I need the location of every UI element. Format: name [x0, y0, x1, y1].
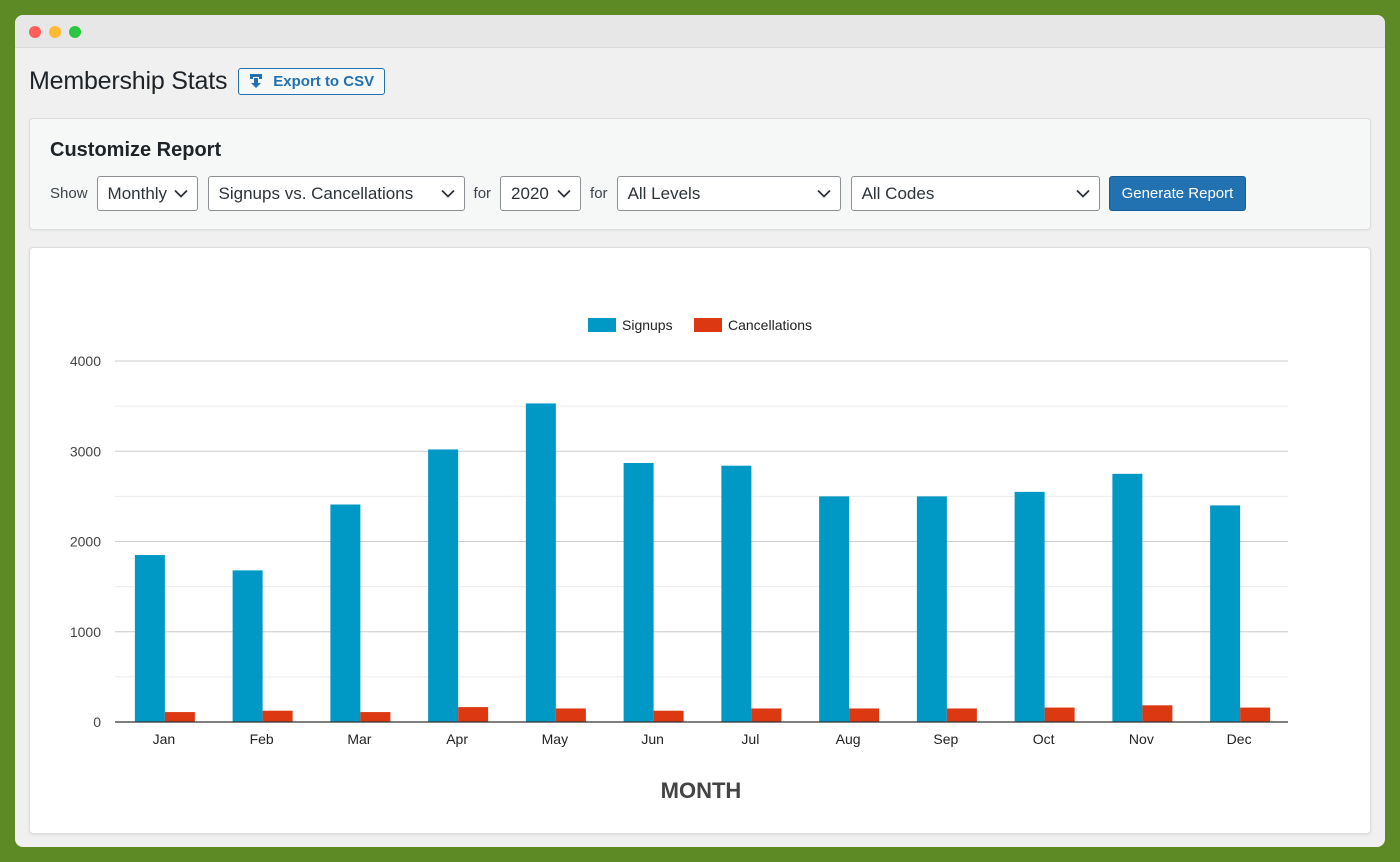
page-title: Membership Stats: [29, 66, 228, 95]
bar-signups: [428, 449, 459, 722]
report-type-select[interactable]: Signups vs. Cancellations: [207, 176, 465, 211]
legend-swatch-cancellations: [694, 318, 722, 332]
close-window-button[interactable]: [29, 26, 41, 38]
period-select[interactable]: Monthly: [96, 176, 198, 211]
y-tick-label: 3000: [70, 443, 101, 459]
zoom-window-button[interactable]: [69, 26, 81, 38]
bar-signups: [1112, 473, 1143, 722]
window-titlebar: [15, 15, 1385, 48]
bar-signups: [330, 504, 361, 722]
level-select[interactable]: All Levels: [616, 176, 841, 211]
x-tick-label: May: [542, 731, 568, 747]
x-tick-label: Nov: [1129, 731, 1154, 747]
year-select-value: 2020: [511, 183, 549, 203]
bar-signups: [134, 555, 165, 722]
app-window: Membership Stats Export to CSV Customize…: [15, 15, 1385, 847]
x-tick-label: Sep: [933, 731, 958, 747]
bar-cancellations: [360, 712, 391, 722]
y-tick-label: 2000: [70, 534, 101, 550]
generate-report-button[interactable]: Generate Report: [1108, 176, 1247, 211]
page-header: Membership Stats Export to CSV: [29, 65, 386, 97]
bar-cancellations: [555, 708, 586, 722]
chevron-down-icon: [440, 189, 455, 198]
report-controls: Show Monthly Signups vs. Cancellations f…: [50, 176, 1247, 211]
bar-signups: [1210, 505, 1241, 722]
x-axis-title: MONTH: [661, 778, 742, 803]
for-label: for: [473, 185, 492, 202]
bar-signups: [1014, 491, 1045, 722]
legend-label-cancellations: Cancellations: [728, 317, 812, 333]
for-label: for: [590, 185, 608, 202]
bar-cancellations: [849, 708, 880, 722]
level-select-value: All Levels: [627, 183, 701, 203]
bar-signups: [232, 570, 263, 722]
discount-code-select-value: All Codes: [861, 183, 935, 203]
download-icon: [250, 74, 263, 88]
x-tick-label: Oct: [1033, 731, 1055, 747]
bar-cancellations: [751, 708, 782, 722]
bar-cancellations: [1044, 707, 1075, 722]
x-tick-label: Jun: [641, 731, 664, 747]
bar-cancellations: [164, 712, 195, 722]
chart-card: 0 1000 2000 3000 4000 Jan Feb Mar Apr May Jun Jul Au…: [29, 247, 1371, 834]
y-tick-label: 4000: [70, 353, 101, 369]
chevron-down-icon: [1075, 189, 1090, 198]
x-tick-label: Feb: [250, 731, 274, 747]
x-tick-label: Dec: [1227, 731, 1252, 747]
bar-cancellations: [262, 710, 293, 722]
minimize-window-button[interactable]: [49, 26, 61, 38]
show-label: Show: [50, 185, 88, 202]
bar-signups: [721, 465, 752, 722]
bar-cancellations: [946, 708, 977, 722]
y-tick-label: 0: [93, 714, 101, 730]
period-select-value: Monthly: [107, 183, 168, 203]
signups-cancellations-chart: 0 1000 2000 3000 4000 Jan Feb Mar Apr May Jun Jul Au…: [70, 317, 1288, 803]
bar-cancellations: [1142, 705, 1173, 722]
bar-cancellations: [458, 707, 489, 722]
export-csv-button[interactable]: Export to CSV: [238, 67, 386, 95]
bar-signups: [623, 462, 654, 722]
export-csv-label: Export to CSV: [273, 72, 375, 90]
chevron-down-icon: [816, 189, 831, 198]
x-tick-label: Jan: [153, 731, 176, 747]
x-tick-label: Aug: [836, 731, 861, 747]
bar-signups: [525, 403, 556, 722]
y-tick-label: 1000: [70, 624, 101, 640]
legend-label-signups: Signups: [622, 317, 673, 333]
bar-cancellations: [1240, 707, 1271, 722]
customize-report-panel: Customize Report Show Monthly Signups vs…: [29, 118, 1371, 230]
bar-signups: [916, 496, 947, 722]
year-select[interactable]: 2020: [500, 176, 582, 211]
report-type-select-value: Signups vs. Cancellations: [218, 183, 414, 203]
bar-cancellations: [653, 710, 684, 722]
bar-signups: [819, 496, 850, 722]
customize-report-title: Customize Report: [50, 139, 222, 161]
discount-code-select[interactable]: All Codes: [850, 176, 1100, 211]
chevron-down-icon: [173, 189, 188, 198]
chevron-down-icon: [557, 189, 571, 198]
legend-swatch-signups: [588, 318, 616, 332]
x-tick-label: Mar: [347, 731, 371, 747]
x-tick-label: Apr: [446, 731, 468, 747]
x-tick-label: Jul: [741, 731, 759, 747]
